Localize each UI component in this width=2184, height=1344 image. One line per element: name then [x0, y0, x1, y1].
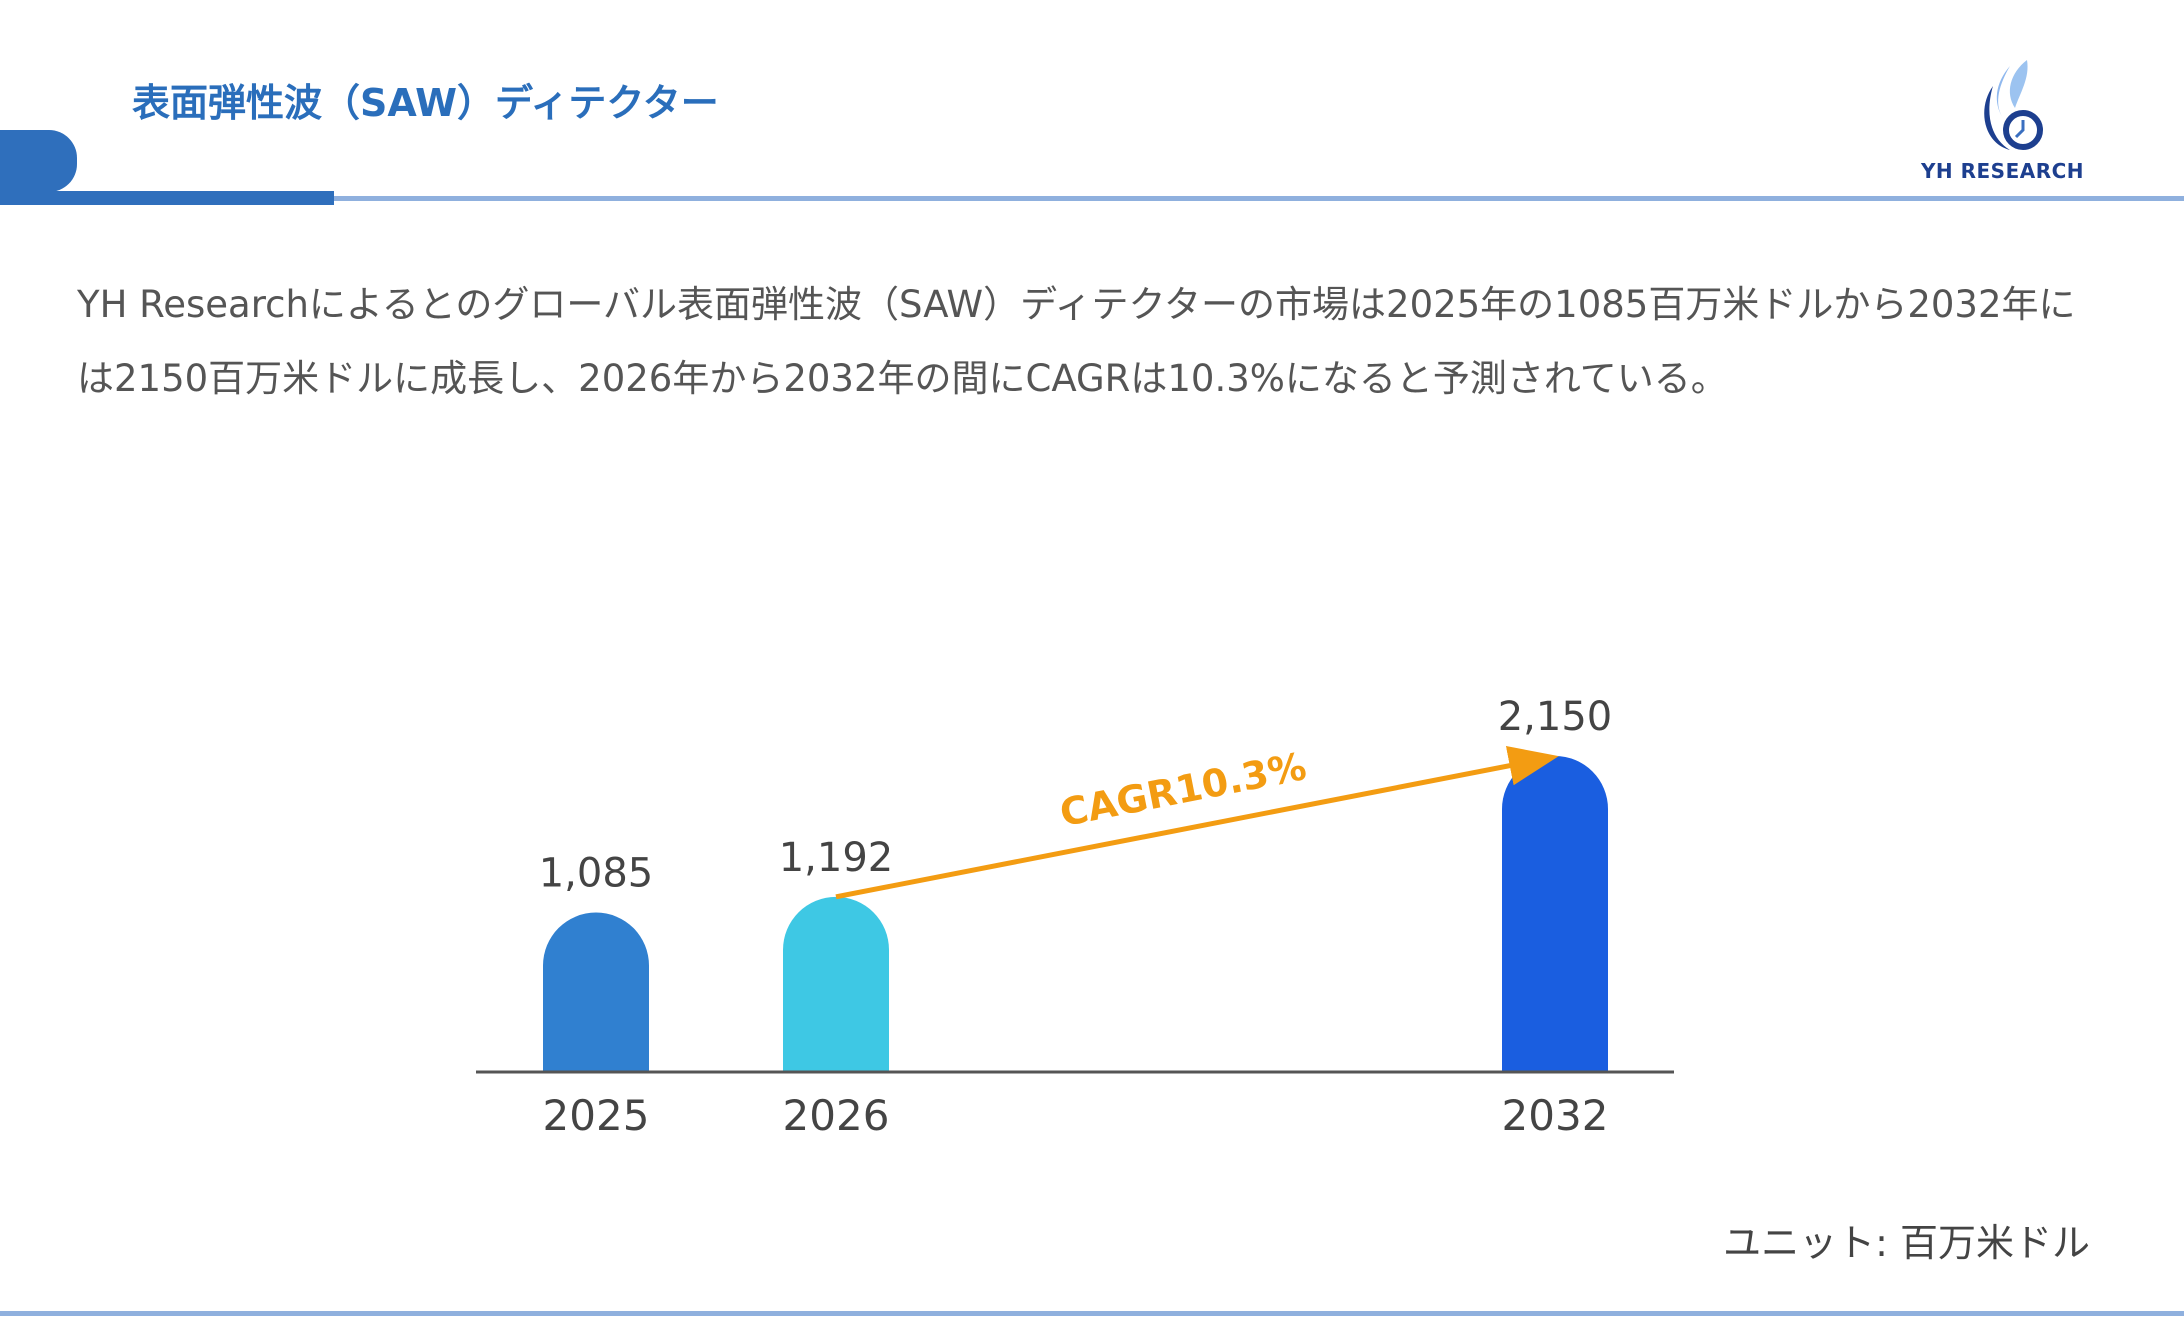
header-divider	[334, 196, 2184, 201]
cagr-label: CAGR10.3%	[1056, 744, 1309, 835]
bar-2025	[543, 912, 649, 1072]
bar-2032	[1502, 756, 1608, 1072]
unit-label: ユニット: 百万米ドル	[1723, 1221, 2090, 1265]
x-tick-label: 2032	[1502, 1091, 1609, 1140]
value-label: 1,192	[779, 835, 894, 881]
x-tick-label: 2026	[783, 1091, 890, 1140]
header-accent-tab	[0, 130, 77, 192]
value-label: 1,085	[539, 851, 654, 897]
page-title: 表面弾性波（SAW）ディテクター	[132, 81, 719, 125]
footer-divider	[0, 1311, 2184, 1316]
logo-mark-icon	[1984, 60, 2043, 150]
bar-2026	[783, 896, 889, 1072]
header-accent-bar	[0, 191, 334, 205]
market-description: YH Researchによるとのグローバル表面弾性波（SAW）ディテクターの市場…	[77, 283, 2076, 400]
logo-text: YH RESEARCH	[1920, 159, 2085, 183]
cagr-arrow	[835, 746, 1559, 900]
x-tick-label: 2025	[543, 1091, 650, 1140]
yh-research-logo: YH RESEARCH	[1915, 58, 2090, 183]
value-label: 2,150	[1498, 694, 1613, 740]
